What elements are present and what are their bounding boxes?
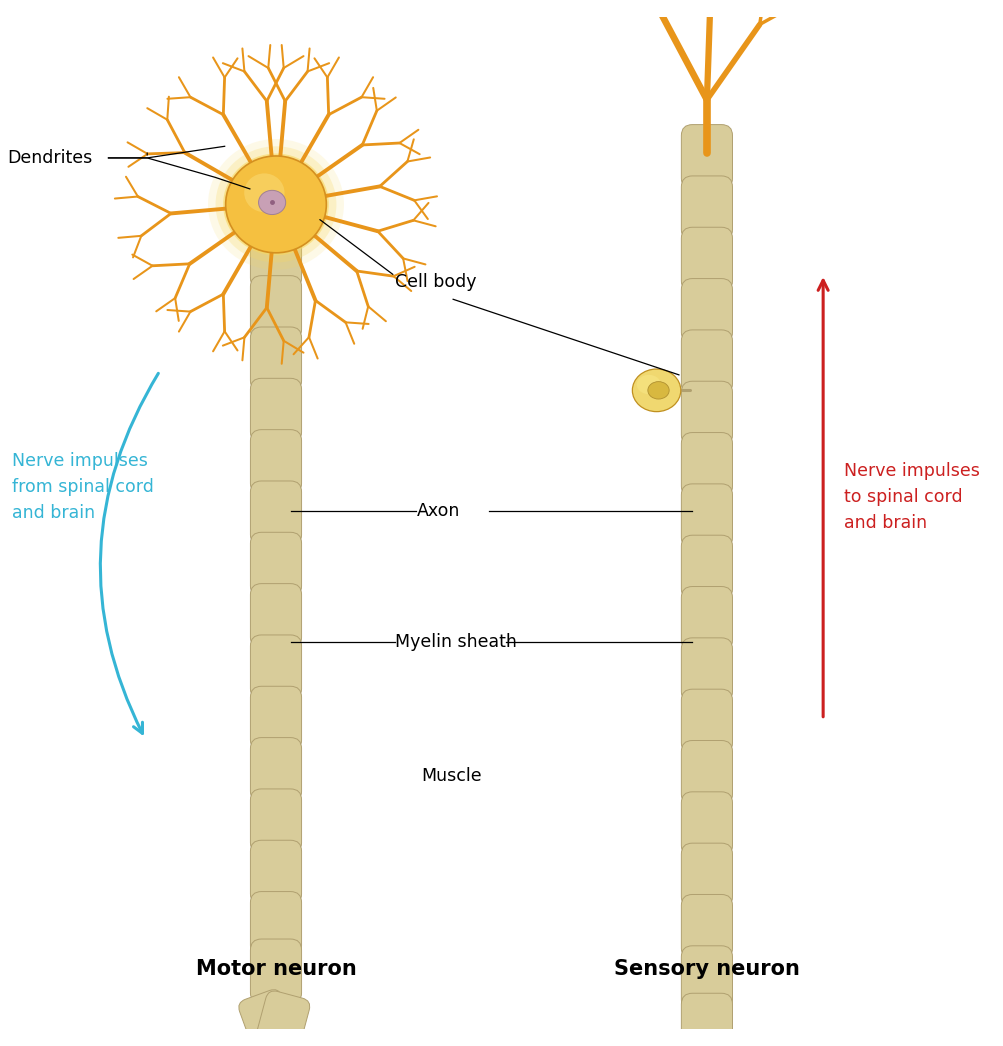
Text: Myelin sheath: Myelin sheath <box>395 633 517 651</box>
FancyBboxPatch shape <box>250 276 301 340</box>
FancyBboxPatch shape <box>250 481 301 546</box>
Ellipse shape <box>223 154 329 255</box>
FancyBboxPatch shape <box>250 224 301 289</box>
Text: Nerve impulses
from spinal cord
and brain: Nerve impulses from spinal cord and brai… <box>12 453 153 522</box>
Text: Dendrites: Dendrites <box>8 149 93 167</box>
FancyBboxPatch shape <box>681 689 732 754</box>
FancyBboxPatch shape <box>250 686 301 751</box>
Ellipse shape <box>259 190 286 214</box>
FancyBboxPatch shape <box>681 278 732 343</box>
FancyBboxPatch shape <box>681 843 732 908</box>
FancyBboxPatch shape <box>681 792 732 857</box>
FancyBboxPatch shape <box>239 990 295 1046</box>
FancyBboxPatch shape <box>681 587 732 652</box>
FancyBboxPatch shape <box>681 994 732 1046</box>
FancyBboxPatch shape <box>681 536 732 600</box>
FancyBboxPatch shape <box>250 789 301 854</box>
Ellipse shape <box>632 369 680 412</box>
FancyBboxPatch shape <box>250 737 301 802</box>
Ellipse shape <box>226 156 326 253</box>
Text: Motor neuron: Motor neuron <box>196 959 356 979</box>
FancyBboxPatch shape <box>681 124 732 189</box>
FancyBboxPatch shape <box>681 638 732 703</box>
FancyBboxPatch shape <box>681 329 732 394</box>
Ellipse shape <box>208 139 344 270</box>
Ellipse shape <box>636 374 660 394</box>
FancyBboxPatch shape <box>250 635 301 700</box>
Ellipse shape <box>216 146 336 263</box>
FancyBboxPatch shape <box>250 379 301 444</box>
FancyBboxPatch shape <box>269 1041 323 1046</box>
FancyBboxPatch shape <box>250 939 301 1004</box>
FancyBboxPatch shape <box>681 894 732 959</box>
Text: Nerve impulses
to spinal cord
and brain: Nerve impulses to spinal cord and brain <box>844 462 979 531</box>
FancyBboxPatch shape <box>221 1038 278 1046</box>
FancyBboxPatch shape <box>681 946 732 1010</box>
Text: Muscle: Muscle <box>421 767 481 784</box>
FancyBboxPatch shape <box>681 227 732 292</box>
FancyBboxPatch shape <box>681 741 732 805</box>
FancyBboxPatch shape <box>250 584 301 649</box>
FancyBboxPatch shape <box>250 840 301 905</box>
Text: Sensory neuron: Sensory neuron <box>614 959 799 979</box>
Text: Axon: Axon <box>416 502 459 520</box>
Ellipse shape <box>647 382 668 399</box>
Text: Cell body: Cell body <box>395 273 476 291</box>
FancyBboxPatch shape <box>250 891 301 956</box>
Ellipse shape <box>244 174 284 212</box>
FancyBboxPatch shape <box>250 532 301 597</box>
FancyBboxPatch shape <box>256 991 310 1046</box>
FancyBboxPatch shape <box>681 176 732 241</box>
FancyBboxPatch shape <box>250 430 301 495</box>
FancyBboxPatch shape <box>681 484 732 548</box>
FancyBboxPatch shape <box>681 433 732 497</box>
FancyBboxPatch shape <box>681 381 732 446</box>
FancyBboxPatch shape <box>250 327 301 391</box>
